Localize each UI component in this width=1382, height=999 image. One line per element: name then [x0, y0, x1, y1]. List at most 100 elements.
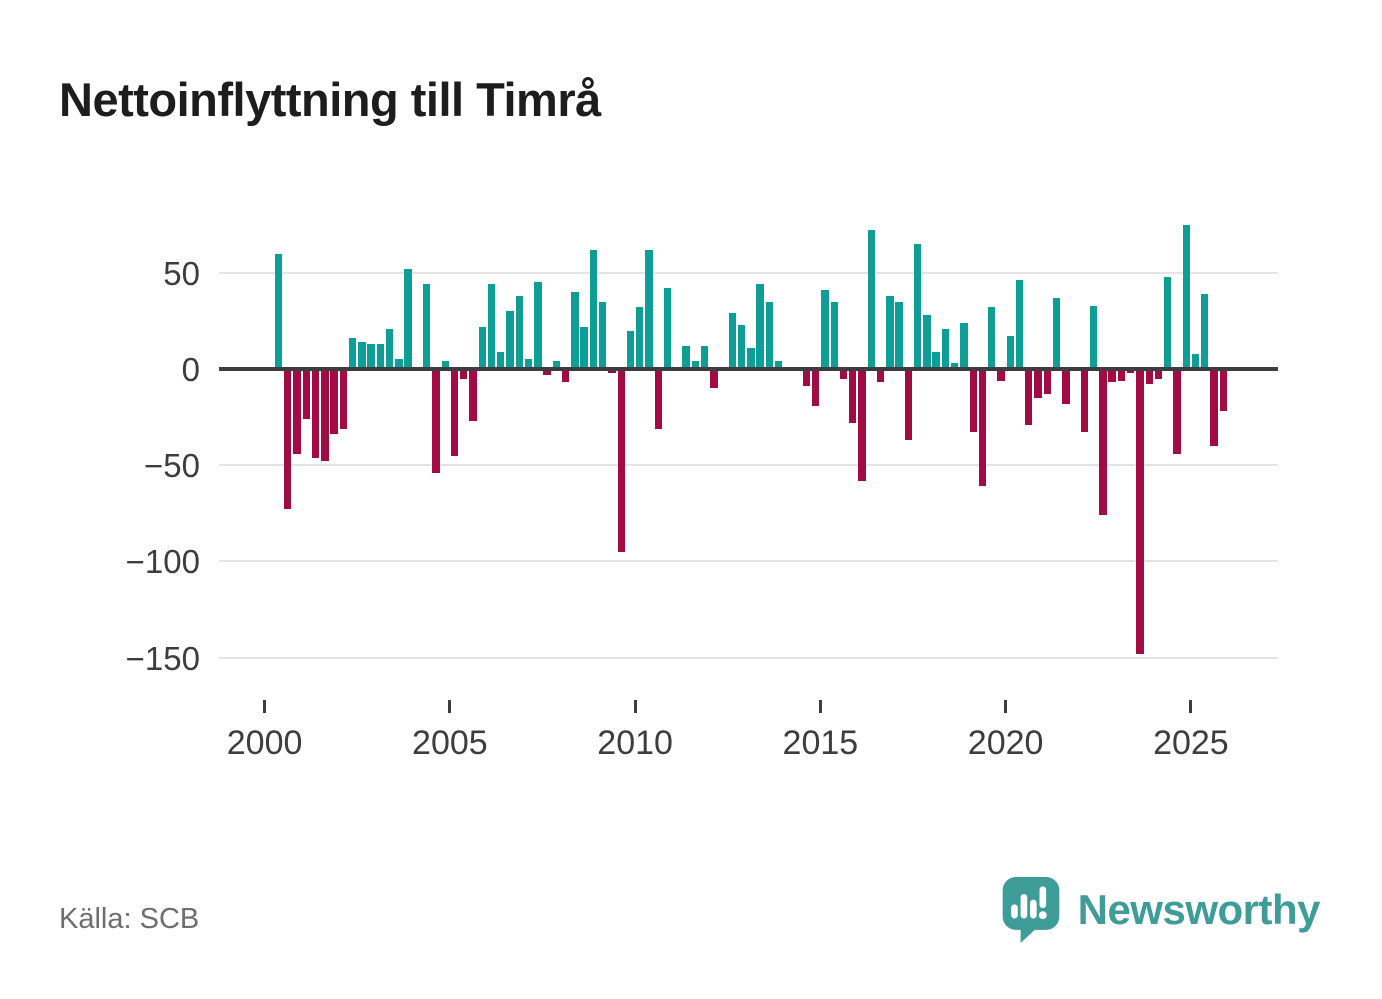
bar-2008Q2: [571, 292, 579, 369]
bar-2022Q3: [1099, 369, 1107, 516]
bar-2022Q4: [1108, 369, 1116, 383]
bar-2010Q1: [636, 307, 644, 369]
bar-2024Q4: [1182, 224, 1190, 369]
x-axis-label-2020: 2020: [967, 724, 1044, 762]
bar-2020Q1: [1006, 336, 1014, 369]
bar-2006Q2: [497, 351, 505, 369]
bar-2003Q2: [385, 328, 394, 369]
bar-2022Q1: [1080, 369, 1089, 433]
bar-2024Q1: [1154, 369, 1163, 379]
bar-2002Q2: [348, 338, 357, 369]
logo-bar-3: [1029, 899, 1037, 919]
bar-2016Q1: [858, 369, 866, 481]
bar-2009Q1: [598, 301, 607, 369]
gridline--100: [219, 560, 1278, 563]
bar-2013Q2: [756, 284, 764, 369]
bar-2025Q1: [1191, 353, 1200, 369]
chart-title: Nettoinflyttning till Timrå: [59, 73, 601, 126]
bar-2007Q1: [524, 359, 533, 369]
source-label: Källa: SCB: [59, 903, 200, 935]
bar-2001Q4: [330, 369, 338, 435]
bar-2015Q2: [830, 301, 838, 369]
bar-2016Q2: [867, 230, 876, 369]
y-axis-label-0: 0: [181, 351, 200, 388]
bar-2011Q3: [691, 361, 700, 369]
x-axis-label-2025: 2025: [1153, 724, 1229, 762]
x-tick-2025: [1189, 700, 1193, 713]
bar-2023Q1: [1117, 369, 1126, 381]
bar-2015Q3: [839, 369, 848, 379]
y-axis-label--50: −50: [144, 447, 200, 485]
bar-2013Q3: [765, 301, 774, 369]
bar-2013Q4: [774, 361, 783, 369]
bar-2010Q3: [654, 369, 662, 429]
bar-2006Q3: [506, 311, 514, 369]
bar-2007Q3: [543, 369, 551, 375]
bar-2025Q3: [1210, 369, 1218, 446]
bar-2009Q4: [626, 330, 635, 369]
bar-2021Q3: [1062, 369, 1070, 404]
gridline--150: [219, 656, 1278, 659]
bar-2017Q4: [923, 315, 931, 369]
bar-2006Q4: [515, 295, 524, 369]
bar-2016Q4: [886, 295, 894, 369]
x-axis-label-2000: 2000: [226, 724, 303, 762]
bar-2002Q1: [339, 369, 348, 429]
gridline--50: [219, 464, 1278, 467]
newsworthy-logo: Newsworthy: [1000, 876, 1321, 944]
bar-2024Q3: [1173, 369, 1181, 454]
bar-2017Q2: [904, 369, 913, 441]
y-axis-label--150: −150: [125, 639, 200, 677]
bar-2014Q3: [802, 369, 811, 387]
x-tick-2010: [633, 700, 637, 713]
bar-2008Q1: [561, 369, 570, 383]
bar-2023Q4: [1145, 369, 1153, 385]
logo-bar-2: [1020, 893, 1027, 919]
bar-2021Q1: [1043, 369, 1051, 394]
y-axis-label-50: 50: [163, 254, 200, 292]
x-axis-label-2005: 2005: [412, 724, 488, 762]
bar-2001Q3: [321, 369, 329, 462]
bar-2002Q4: [367, 343, 375, 369]
bar-2021Q2: [1052, 297, 1061, 369]
x-tick-2005: [448, 700, 452, 713]
x-axis-label-2015: 2015: [782, 724, 859, 762]
bar-2000Q3: [284, 369, 292, 510]
bar-2020Q3: [1025, 369, 1033, 425]
bar-2004Q4: [441, 361, 449, 369]
bar-2014Q4: [812, 369, 820, 406]
bar-2022Q2: [1089, 305, 1098, 369]
bar-2011Q4: [700, 345, 709, 369]
bar-2018Q4: [960, 322, 968, 369]
bar-2000Q4: [293, 369, 301, 454]
logo-bar-1: [1010, 904, 1018, 919]
bar-2012Q3: [728, 313, 737, 369]
x-tick-2015: [818, 700, 822, 713]
bar-2004Q2: [423, 284, 431, 369]
bar-2000Q2: [274, 253, 283, 369]
bar-2020Q4: [1034, 369, 1042, 398]
bar-2025Q4: [1219, 369, 1227, 412]
bar-2005Q3: [469, 369, 477, 421]
logo-exclamation-bar: [1039, 886, 1046, 909]
x-tick-2020: [1004, 700, 1008, 713]
bar-2005Q2: [460, 369, 468, 379]
bar-2015Q4: [849, 369, 857, 423]
bar-2019Q1: [969, 369, 977, 433]
x-axis-label-2010: 2010: [597, 724, 673, 762]
bar-2025Q2: [1201, 293, 1209, 369]
bar-2010Q4: [663, 288, 672, 369]
bar-2018Q3: [950, 363, 959, 369]
bar-2008Q4: [589, 249, 598, 369]
bar-2005Q1: [450, 369, 459, 456]
bar-2007Q2: [534, 282, 542, 369]
bar-2023Q3: [1136, 369, 1144, 654]
bar-2018Q2: [941, 328, 950, 369]
x-tick-2000: [263, 700, 267, 713]
bar-2019Q4: [997, 369, 1005, 381]
bar-2019Q3: [988, 307, 996, 369]
bar-2003Q3: [395, 359, 403, 369]
bar-2002Q3: [358, 342, 366, 369]
